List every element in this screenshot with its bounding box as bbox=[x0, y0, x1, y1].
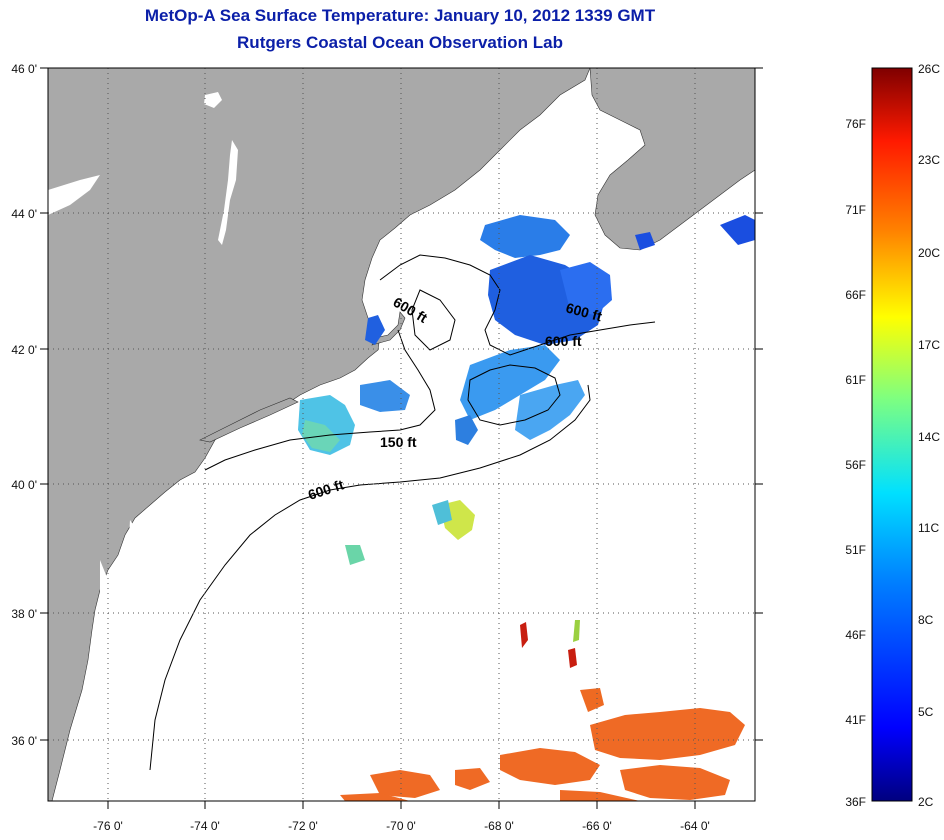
sst-data-layer bbox=[298, 215, 755, 801]
colorbar-f-label: 61F bbox=[845, 373, 866, 387]
land-long-island bbox=[199, 397, 299, 443]
delaware-bay bbox=[128, 520, 140, 575]
contour-label: 600 ft bbox=[545, 333, 582, 349]
map-subtitle: Rutgers Coastal Ocean Observation Lab bbox=[237, 33, 563, 52]
colorbar-f-label: 76F bbox=[845, 117, 866, 131]
colorbar-f-label: 56F bbox=[845, 458, 866, 472]
map-grid bbox=[48, 68, 755, 801]
colorbar bbox=[871, 67, 913, 802]
axis-ticks bbox=[40, 67, 763, 809]
contour-600ft-shelf bbox=[149, 384, 591, 771]
lat-tick-label: 36 0' bbox=[11, 734, 37, 748]
colorbar-c-label: 20C bbox=[918, 246, 940, 260]
contour-150ft bbox=[204, 329, 436, 471]
chesapeake-bay bbox=[80, 560, 108, 780]
colorbar-c-label: 11C bbox=[918, 521, 939, 535]
contour-600ft-gom bbox=[379, 254, 656, 356]
colorbar-f-label: 41F bbox=[845, 713, 866, 727]
lat-tick-label: 46 0' bbox=[11, 62, 37, 76]
colorbar-f-label: 71F bbox=[845, 203, 866, 217]
lon-tick-label: -74 0' bbox=[190, 819, 220, 833]
lon-tick-label: -72 0' bbox=[288, 819, 318, 833]
colorbar-c-label: 5C bbox=[918, 705, 934, 719]
bathymetry-contours bbox=[149, 254, 656, 771]
lake-champlain bbox=[218, 140, 238, 245]
lat-tick-label: 44 0' bbox=[11, 207, 37, 221]
colorbar-c-label: 26C bbox=[918, 62, 940, 76]
map-title: MetOp-A Sea Surface Temperature: January… bbox=[144, 6, 656, 25]
lon-tick-label: -70 0' bbox=[386, 819, 416, 833]
colorbar-f-label: 46F bbox=[845, 628, 866, 642]
lake-patch bbox=[204, 92, 222, 108]
colorbar-c-label: 23C bbox=[918, 153, 940, 167]
colorbar-c-label: 14C bbox=[918, 430, 940, 444]
colorbar-f-label: 51F bbox=[845, 543, 866, 557]
colorbar-c-label: 2C bbox=[918, 795, 934, 809]
lat-tick-label: 40 0' bbox=[11, 478, 37, 492]
lat-tick-label: 38 0' bbox=[11, 607, 37, 621]
colorbar-c-label: 17C bbox=[918, 338, 940, 352]
lat-tick-label: 42 0' bbox=[11, 343, 37, 357]
lake-erie-edge bbox=[48, 175, 100, 215]
lon-tick-label: -76 0' bbox=[93, 819, 123, 833]
lon-tick-label: -64 0' bbox=[680, 819, 710, 833]
colorbar-f-label: 36F bbox=[845, 795, 866, 809]
lon-tick-label: -66 0' bbox=[582, 819, 612, 833]
contour-gom-inner bbox=[411, 289, 456, 351]
colorbar-c-label: 8C bbox=[918, 613, 934, 627]
contour-label: 150 ft bbox=[380, 434, 417, 450]
lon-tick-label: -68 0' bbox=[484, 819, 514, 833]
land-nova-scotia bbox=[589, 68, 755, 251]
contour-georges bbox=[467, 364, 561, 426]
colorbar-f-label: 66F bbox=[845, 288, 866, 302]
